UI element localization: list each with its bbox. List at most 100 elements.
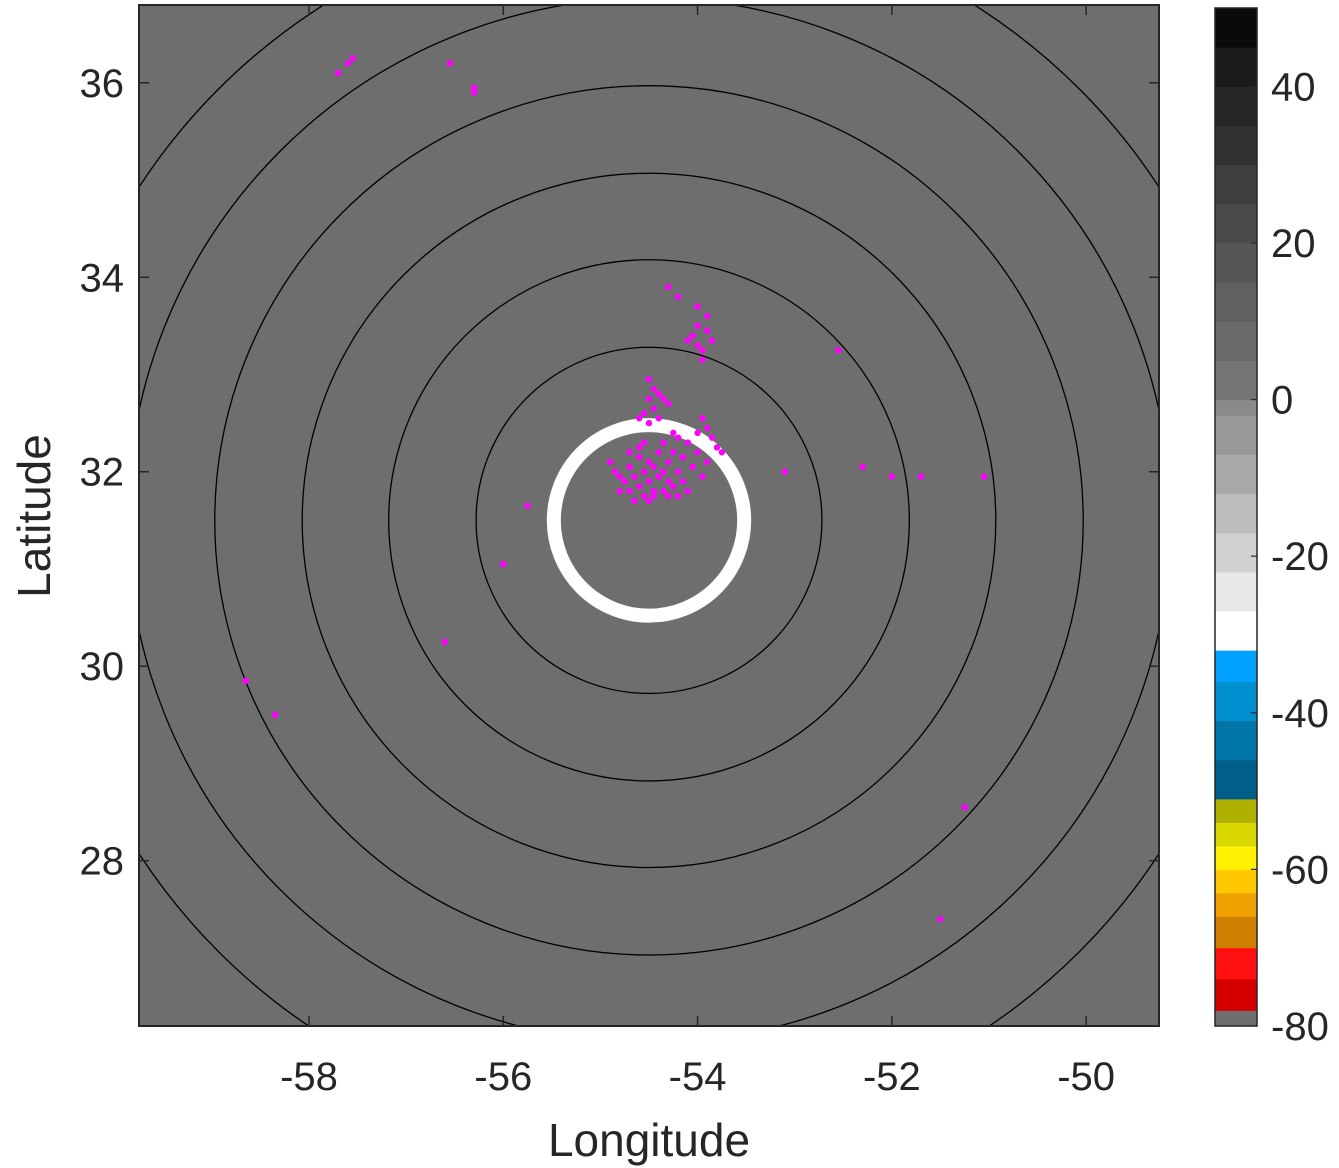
colorbar-segment [1215,242,1257,283]
data-point [645,376,653,383]
data-point [606,458,614,466]
data-point [446,60,454,67]
data-point [961,804,968,811]
plot-frame [138,4,1160,1027]
colorbar-tick-label: -20 [1271,535,1329,579]
range-ring [388,259,910,782]
colorbar-segment [1215,532,1257,573]
data-point [640,492,648,500]
data-point [636,483,643,490]
data-point [645,395,653,403]
colorbar-segment [1215,47,1257,87]
colorbar-segment [1215,798,1257,823]
data-point [616,487,624,495]
data-point [640,410,648,417]
data-point [650,487,658,495]
data-point [660,439,667,446]
data-point [645,419,653,427]
data-point [470,84,478,91]
plot-area [138,4,1160,1027]
data-point [650,463,658,471]
colorbar-frame [1214,7,1258,1027]
y-tick-label: 30 [80,645,125,689]
colorbar-segment [1215,759,1257,800]
data-point [708,434,716,441]
data-point [500,560,507,568]
data-point [626,487,633,495]
data-point [781,468,789,475]
data-point [665,458,672,466]
data-point [674,492,682,500]
data-point [679,478,687,485]
data-point [708,337,716,344]
colorbar-segment [1215,822,1257,847]
data-point [670,449,677,456]
x-axis-label: Longitude [548,1114,750,1166]
y-tick-label: 34 [80,256,125,300]
data-point [470,89,478,96]
data-point [626,463,633,471]
data-point [626,449,633,456]
data-point [937,915,944,923]
data-point [917,473,925,480]
range-ring [475,346,823,695]
data-point [694,342,701,349]
data-point [655,449,662,456]
colorbar-segment [1215,8,1257,48]
data-point [704,312,711,320]
colorbar-segment [1215,360,1257,401]
x-tick-label: -56 [474,1055,532,1099]
colorbar-segment [1215,321,1257,361]
data-point [694,303,701,310]
y-tick-label: 28 [80,840,125,884]
data-point [670,429,677,437]
colorbar-segment [1215,892,1257,917]
colorbar-segment [1215,454,1257,495]
colorbar: 40 20 0 -20 -40 -60 -80 [1214,7,1329,1049]
data-point [835,346,842,354]
data-point [694,322,701,330]
data-point [611,468,619,475]
colorbar-segment [1215,720,1257,761]
colorbar-segment [1215,610,1257,651]
data-point [334,69,342,77]
data-point [684,337,692,344]
colorbar-tick-label: 0 [1271,379,1293,423]
data-point [674,293,682,300]
data-point [888,473,896,480]
colorbar-tick-label: 40 [1271,65,1316,109]
x-tick-label: -52 [863,1055,921,1099]
data-point [684,439,692,446]
colorbar-segment [1215,979,1257,1011]
x-tick-label: -54 [669,1055,727,1099]
colorbar-segment [1215,916,1257,949]
y-axis-ticks: 28 30 32 34 36 [80,62,1159,884]
data-point [242,677,250,685]
data-point [665,283,672,291]
data-point [713,444,721,451]
data-point [441,638,449,646]
data-point [980,473,988,480]
colorbar-segment [1215,415,1257,455]
data-point [640,439,648,446]
x-tick-label: -58 [280,1055,338,1099]
data-point [670,483,677,490]
colorbar-segment [1215,203,1257,244]
plot-background [139,5,1159,1026]
data-point [665,400,672,407]
data-point [650,405,658,412]
data-point [271,711,279,719]
data-point [344,60,352,67]
data-point [674,468,682,475]
data-point [704,327,711,334]
data-point [689,463,696,471]
range-ring [301,172,997,869]
colorbar-segment [1215,399,1257,416]
data-point [645,497,653,505]
data-point [859,463,866,471]
y-tick-label: 36 [80,62,125,106]
y-tick-label: 32 [80,451,125,495]
colorbar-segment [1215,869,1257,894]
data-point [699,415,706,422]
